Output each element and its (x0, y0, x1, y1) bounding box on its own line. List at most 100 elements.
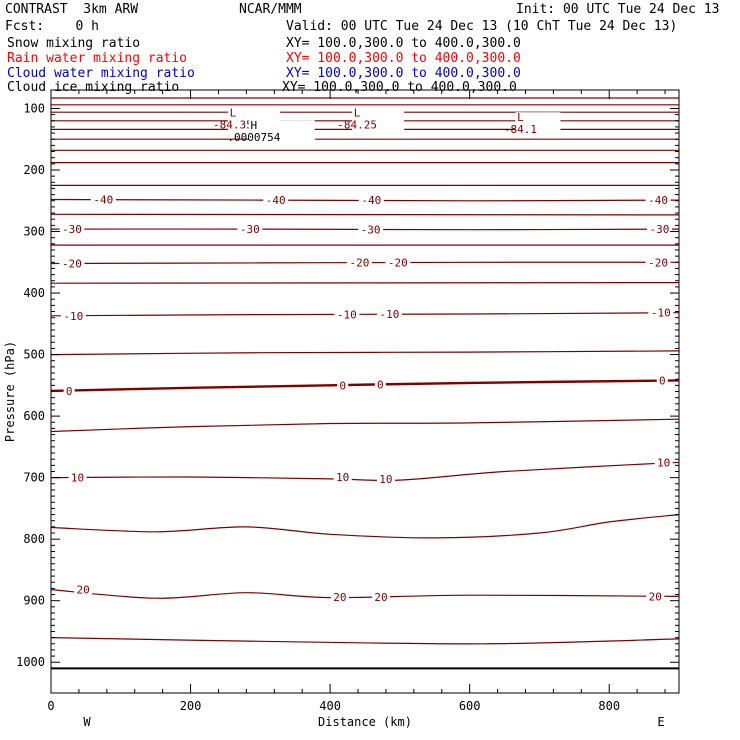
contour-label-4: -30 (62, 223, 82, 236)
contour-label-bg-4 (59, 223, 85, 236)
extremum-mark-0: L (230, 106, 237, 119)
extremum-bg-3 (248, 120, 315, 145)
contour-label-27: 20 (649, 590, 662, 603)
contour-label-bg-19 (656, 374, 668, 387)
contour-label-17: 0 (339, 379, 346, 392)
field-cloudwater-xy: XY= 100.0,300.0 to 400.0,300.0 (286, 66, 521, 81)
contour-label-bg-7 (646, 223, 672, 236)
contour-label-bg-25 (330, 591, 349, 604)
contour-label-bg-16 (63, 384, 75, 397)
valid-time: Valid: 00 UTC Tue 24 Dec 13 (10 ChT Tue … (286, 19, 678, 34)
contour-label-bg-27 (646, 590, 665, 603)
contour-line-20 (50, 514, 680, 539)
y-tick-label-5: 600 (23, 409, 45, 423)
contour-line-19 (50, 461, 680, 482)
contour-label-16: 0 (66, 385, 73, 398)
contour-label-25: 20 (333, 591, 346, 604)
contour-labels: -40 -40 -40 -40 -30 -30 -30 -30 -20 -20 -20 -20 -10 -… (59, 193, 674, 604)
contour-label-24: 20 (76, 584, 89, 597)
y-tick-label-1: 200 (23, 163, 45, 177)
contour-label-bg-24 (74, 583, 93, 596)
plot-frame (50, 89, 680, 694)
y-tick-label-7: 800 (23, 532, 45, 546)
contour-label-bg-14 (376, 307, 402, 320)
contour-line-22 (50, 637, 680, 645)
extrema-markers: L-84.35L-84.25L-84.1H.0000754 (213, 106, 561, 145)
contour-label-3: -40 (648, 194, 668, 207)
contour-label-10: -20 (388, 256, 408, 269)
y-tick-label-3: 400 (23, 286, 45, 300)
contour-label-13: -10 (337, 309, 357, 322)
contour-line-14 (50, 282, 680, 284)
contour-label-26: 20 (374, 591, 387, 604)
contour-label-bg-13 (334, 308, 360, 321)
extremum-value-2: -84.1 (504, 123, 537, 136)
contour-label-bg-9 (346, 256, 372, 269)
field-rain-name: Rain water mixing ratio (7, 51, 188, 66)
contour-label-bg-2 (358, 194, 384, 207)
model-title: CONTRAST 3km ARW (5, 2, 139, 17)
contour-lines (50, 97, 680, 670)
field-snow-xy: XY= 100.0,300.0 to 400.0,300.0 (286, 36, 521, 51)
forecast-hour: Fcst: 0 h (5, 19, 99, 34)
contour-label-bg-17 (337, 379, 349, 392)
contour-label-19: 0 (659, 374, 666, 387)
contour-label-2: -40 (361, 194, 381, 207)
extremum-mark-2: L (517, 111, 524, 124)
contour-label-bg-22 (376, 472, 395, 485)
contour-label-23: 10 (657, 456, 670, 469)
extremum-mark-1: L (354, 106, 361, 119)
contour-label-12: -10 (63, 310, 83, 323)
contour-label-bg-15 (648, 306, 674, 319)
contour-label-22: 10 (379, 473, 392, 486)
y-tick-label-2: 300 (23, 225, 45, 239)
contour-label-0: -40 (93, 194, 113, 207)
field-rain-xy: XY= 100.0,300.0 to 400.0,300.0 (286, 51, 521, 66)
contour-label-20: 10 (71, 472, 84, 485)
center-label: NCAR/MMM (239, 2, 302, 17)
field-cloudice-xy: XY= 100.0,300.0 to 400.0,300.0 (282, 80, 517, 95)
contour-label-9: -20 (349, 256, 369, 269)
x-tick-label-4: 800 (598, 699, 620, 713)
contour-label-bg-23 (654, 456, 673, 469)
contour-label-bg-20 (68, 471, 87, 484)
field-cloudwater-name: Cloud water mixing ratio (7, 66, 195, 81)
contour-line-15 (50, 312, 680, 317)
x-tick-label-0: 0 (47, 699, 54, 713)
field-cloudice-name: Cloud ice mixing ratio (7, 80, 180, 95)
contour-label-11: -20 (648, 256, 668, 269)
contour-label-18: 0 (377, 379, 384, 392)
init-time: Init: 00 UTC Tue 24 Dec 13 (516, 2, 720, 17)
extremum-bg-2 (515, 112, 561, 137)
contour-line-18 (50, 418, 680, 433)
contour-label-21: 10 (336, 471, 349, 484)
contour-label-bg-21 (333, 471, 352, 484)
extremum-mark-3: H (251, 119, 258, 132)
y-tick-label-0: 100 (23, 101, 45, 115)
y-tick-label-4: 500 (23, 348, 45, 362)
contour-label-6: -30 (361, 224, 381, 237)
contour-label-bg-26 (372, 591, 391, 604)
contour-label-7: -30 (650, 223, 670, 236)
contour-label-bg-11 (645, 256, 671, 269)
contour-label-bg-0 (90, 193, 116, 206)
contour-label-15: -10 (651, 307, 671, 320)
y-tick-label-8: 900 (23, 594, 45, 608)
x-tick-label-1: 200 (180, 699, 202, 713)
contour-label-bg-3 (645, 194, 671, 207)
x-tick-label-3: 600 (459, 699, 481, 713)
y-axis-label: Pressure (hPa) (3, 341, 17, 442)
field-snow-name: Snow mixing ratio (7, 36, 141, 51)
east-label: E (657, 715, 664, 729)
contour-line-17 (50, 379, 680, 393)
contour-line-21 (50, 589, 680, 599)
contour-label-bg-10 (385, 256, 411, 269)
contour-label-8: -20 (62, 258, 82, 271)
contour-label-1: -40 (266, 194, 286, 207)
west-label: W (83, 715, 91, 729)
contour-label-bg-8 (59, 257, 85, 270)
x-axis-label: Distance (km) (318, 715, 412, 729)
contour-label-5: -30 (240, 223, 260, 236)
contour-label-bg-5 (237, 223, 263, 236)
